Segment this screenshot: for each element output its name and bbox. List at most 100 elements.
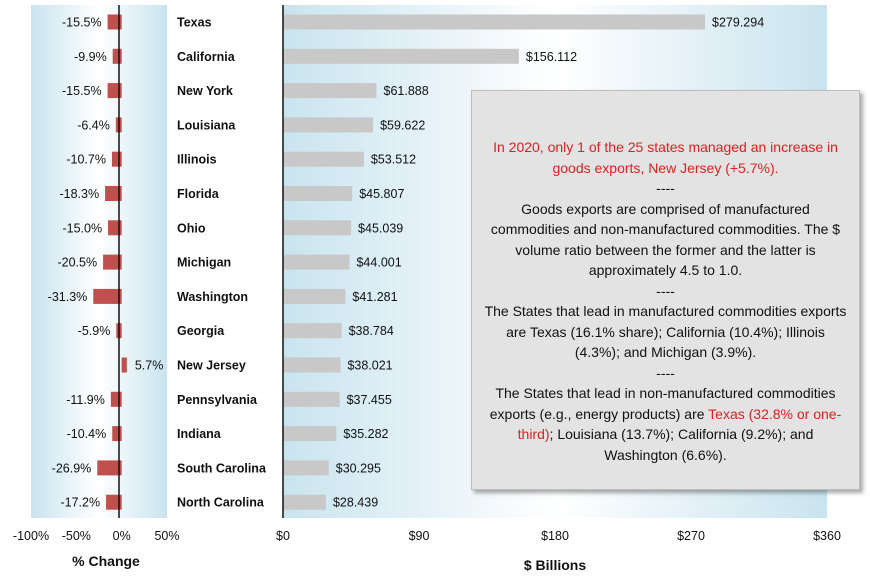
pct-tick-label: 0%	[113, 529, 131, 543]
pct-bar	[105, 186, 122, 201]
value-data-label: $38.784	[349, 324, 394, 338]
pct-tick-label: -100%	[13, 529, 49, 543]
pct-bar	[121, 357, 127, 373]
value-bar	[283, 426, 337, 442]
value-data-label: $44.001	[356, 256, 401, 270]
pct-data-label: 5.7%	[135, 359, 164, 373]
pct-bar	[107, 83, 122, 99]
state-label: Louisiana	[177, 118, 236, 132]
pct-data-label: -15.5%	[62, 16, 102, 30]
value-data-label: $28.439	[333, 496, 378, 510]
value-data-label: $30.295	[336, 461, 381, 475]
value-tick-label: $360	[813, 529, 841, 543]
pct-bar	[103, 254, 122, 270]
pct-axis-title: % Change	[72, 553, 140, 569]
state-label: Texas	[177, 16, 212, 30]
value-bar	[283, 357, 341, 373]
value-bar	[283, 494, 326, 510]
value-bars	[283, 14, 706, 510]
state-label: South Carolina	[177, 461, 267, 475]
note-paragraph-4: The States that lead in non-manufactured…	[482, 383, 849, 465]
value-data-label: $156.112	[526, 50, 577, 64]
note-paragraph-3: The States that lead in manufactured com…	[484, 303, 847, 360]
state-label: North Carolina	[177, 496, 265, 510]
pct-tick-label: -50%	[62, 529, 91, 543]
pct-data-label: -20.5%	[57, 256, 97, 270]
pct-data-label: -17.2%	[60, 496, 100, 510]
state-label: Indiana	[177, 427, 222, 441]
value-tick-label: $90	[409, 529, 430, 543]
value-bar	[283, 151, 364, 167]
value-bar	[283, 323, 342, 339]
pct-bar	[93, 288, 122, 304]
note-p4-text-start: The States that lead in non-manufactured…	[489, 385, 836, 422]
value-bar	[283, 48, 519, 64]
state-labels: Texas California New York Louisiana Illinois…	[177, 16, 267, 510]
note-separator-3: ----	[656, 364, 675, 381]
value-data-label: $45.807	[359, 187, 404, 201]
value-bar	[283, 83, 377, 99]
state-label: California	[177, 50, 236, 64]
pct-bar	[110, 391, 122, 407]
note-p4-highlight: Texas (32.8% or one-third)	[517, 405, 842, 443]
value-bar	[283, 460, 329, 476]
state-label: Pennsylvania	[177, 393, 258, 407]
state-label: Ohio	[177, 221, 206, 235]
pct-data-label: -11.9%	[66, 393, 105, 407]
pct-bar	[106, 494, 122, 510]
pct-labels: -15.5% -9.9% -15.5% -6.4% -10.7% -18.3% -15.0%…	[48, 16, 164, 510]
value-tick-label: $270	[677, 529, 705, 543]
pct-bar	[107, 14, 122, 30]
pct-data-label: -10.7%	[66, 153, 106, 167]
note-paragraph-1: In 2020, only 1 of the 25 states managed…	[493, 139, 838, 176]
value-data-label: $35.282	[343, 427, 388, 441]
state-label: New Jersey	[177, 359, 246, 373]
pct-bar	[112, 426, 122, 442]
state-label: Washington	[177, 290, 248, 304]
value-data-label: $37.455	[347, 393, 392, 407]
value-data-label: $41.281	[352, 290, 397, 304]
pct-data-label: -26.9%	[52, 461, 92, 475]
value-bar	[283, 14, 706, 30]
pct-data-label: -10.4%	[67, 427, 107, 441]
pct-data-label: -15.5%	[62, 84, 102, 98]
value-tick-label: $180	[541, 529, 569, 543]
value-bar	[283, 288, 346, 304]
note-p4-text-end: ; Louisiana (13.7%); California (9.2%); …	[549, 426, 814, 463]
value-tick-label: $0	[276, 529, 290, 543]
pct-data-label: -15.0%	[62, 221, 102, 235]
value-data-label: $59.622	[380, 118, 425, 132]
pct-data-label: -6.4%	[77, 118, 110, 132]
state-label: Florida	[177, 187, 220, 201]
note-paragraph-2: Goods exports are comprised of manufactu…	[490, 200, 841, 279]
state-label: New York	[177, 84, 233, 98]
value-data-label: $61.888	[384, 84, 429, 98]
value-bar	[283, 186, 353, 201]
value-data-label: $38.021	[347, 359, 392, 373]
pct-data-label: -31.3%	[48, 290, 88, 304]
value-bar	[283, 117, 374, 133]
pct-bar	[97, 460, 122, 476]
value-axis-title: $ Billions	[524, 557, 586, 573]
pct-data-label: -9.9%	[74, 50, 107, 64]
pct-data-label: -18.3%	[59, 187, 99, 201]
value-axis-ticks: $0 $90 $180 $270 $360	[276, 529, 841, 543]
note-separator-2: ----	[656, 282, 675, 299]
state-label: Illinois	[177, 153, 217, 167]
state-label: Michigan	[177, 256, 231, 270]
value-labels: $279.294 $156.112 $61.888 $59.622 $53.512 $45…	[333, 16, 764, 510]
value-bar	[283, 391, 340, 407]
pct-tick-label: 50%	[154, 529, 179, 543]
pct-panel-background	[31, 5, 167, 518]
value-bar	[283, 254, 350, 270]
value-data-label: $279.294	[712, 16, 764, 30]
pct-bar	[112, 48, 122, 64]
annotation-box: In 2020, only 1 of the 25 states managed…	[471, 90, 860, 490]
pct-axis-ticks: -100% -50% 0% 50%	[13, 529, 180, 543]
value-data-label: $53.512	[371, 153, 416, 167]
note-separator-1: ----	[656, 180, 675, 196]
pct-bar	[111, 151, 122, 167]
state-label: Georgia	[177, 324, 225, 338]
value-data-label: $45.039	[358, 221, 403, 235]
value-bar	[283, 220, 352, 236]
